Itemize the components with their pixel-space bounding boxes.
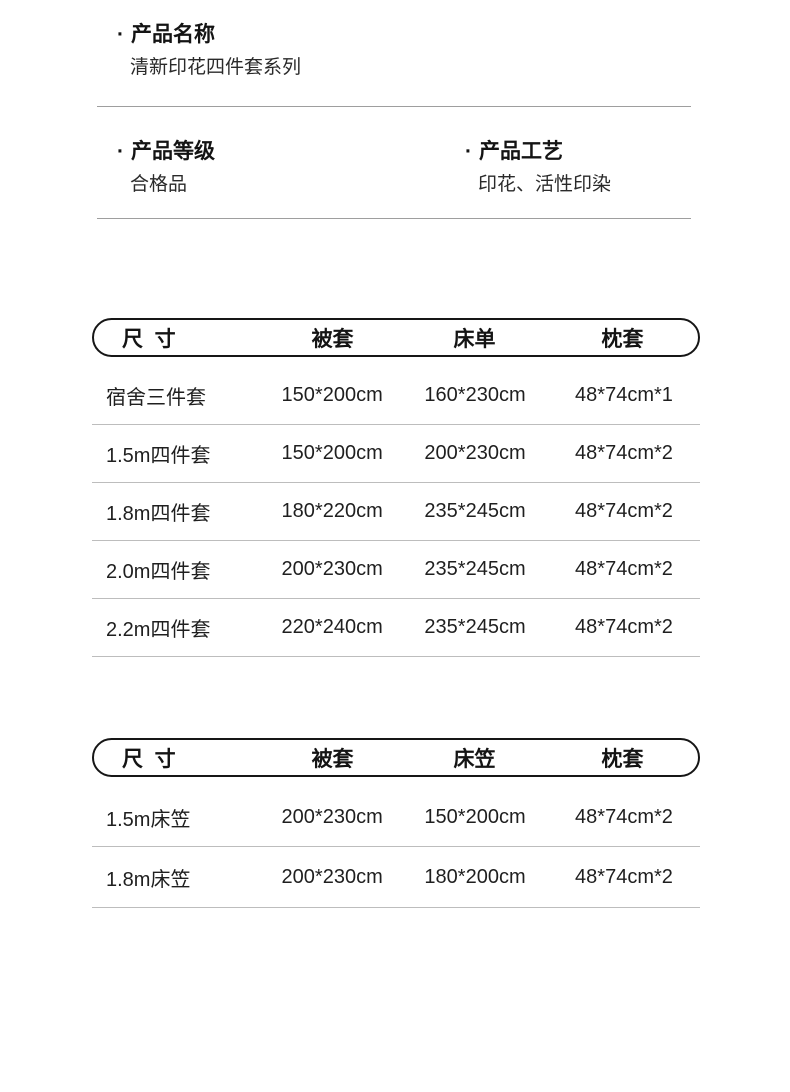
cell-duvet-cover: 220*240cm bbox=[281, 616, 383, 638]
table-row: 1.5m四件套 150*200cm 200*230cm 48*74cm*2 bbox=[92, 425, 700, 483]
cell-pillowcase: 48*74cm*2 bbox=[575, 442, 673, 464]
bullet-icon: · bbox=[117, 140, 124, 163]
cell-pillowcase: 48*74cm*2 bbox=[575, 500, 673, 522]
cell-size-name: 1.8m四件套 bbox=[106, 503, 211, 525]
cell-duvet-cover: 150*200cm bbox=[281, 442, 383, 464]
product-spec-page: · 产品名称 清新印花四件套系列 · 产品等级 合格品 · 产品工艺 印花、活性… bbox=[92, 0, 700, 908]
table-row: 1.8m四件套 180*220cm 235*245cm 48*74cm*2 bbox=[92, 483, 700, 541]
cell-pillowcase: 48*74cm*2 bbox=[575, 616, 673, 638]
section-divider bbox=[97, 218, 691, 219]
product-grade-section: · 产品等级 合格品 bbox=[92, 138, 440, 197]
cell-bed-sheet: 235*245cm bbox=[424, 500, 526, 522]
col-header-duvet-cover: 被套 bbox=[311, 327, 354, 351]
cell-duvet-cover: 200*230cm bbox=[281, 806, 383, 828]
cell-bed-sheet: 235*245cm bbox=[424, 616, 526, 638]
product-craft-label: 产品工艺 bbox=[479, 140, 563, 163]
product-name-section: · 产品名称 清新印花四件套系列 bbox=[92, 21, 700, 80]
table-row: 宿舍三件套 150*200cm 160*230cm 48*74cm*1 bbox=[92, 357, 700, 425]
cell-fitted-sheet: 180*200cm bbox=[424, 865, 526, 888]
product-grade-value: 合格品 bbox=[130, 174, 188, 195]
product-name-label: 产品名称 bbox=[131, 23, 215, 46]
col-header-size: 尺 寸 bbox=[122, 327, 176, 351]
cell-fitted-sheet: 150*200cm bbox=[424, 806, 526, 828]
cell-size-name: 2.0m四件套 bbox=[106, 561, 211, 583]
product-craft-value: 印花、活性印染 bbox=[478, 174, 612, 195]
table-row: 2.2m四件套 220*240cm 235*245cm 48*74cm*2 bbox=[92, 599, 700, 657]
col-header-bed-sheet: 床单 bbox=[453, 327, 496, 351]
cell-pillowcase: 48*74cm*2 bbox=[575, 865, 673, 888]
size-table-fitted: 尺 寸 被套 床笠 枕套 1.5m床笠 200*230cm 150*200cm … bbox=[92, 738, 700, 908]
col-header-size: 尺 寸 bbox=[122, 747, 176, 771]
bullet-icon: · bbox=[117, 23, 124, 46]
cell-size-name: 1.8m床笠 bbox=[106, 868, 191, 891]
table-row: 1.5m床笠 200*230cm 150*200cm 48*74cm*2 bbox=[92, 777, 700, 847]
table-row: 1.8m床笠 200*230cm 180*200cm 48*74cm*2 bbox=[92, 847, 700, 908]
cell-duvet-cover: 200*230cm bbox=[281, 558, 383, 580]
col-header-fitted-sheet: 床笠 bbox=[453, 747, 496, 771]
table-row: 2.0m四件套 200*230cm 235*245cm 48*74cm*2 bbox=[92, 541, 700, 599]
cell-bed-sheet: 235*245cm bbox=[424, 558, 526, 580]
cell-size-name: 2.2m四件套 bbox=[106, 619, 211, 641]
product-grade-heading: · 产品等级 bbox=[92, 138, 440, 166]
col-header-pillowcase: 枕套 bbox=[601, 327, 644, 351]
product-grade-label: 产品等级 bbox=[131, 140, 215, 163]
product-craft-heading: · 产品工艺 bbox=[440, 138, 700, 166]
cell-pillowcase: 48*74cm*2 bbox=[575, 806, 673, 828]
size-table-sets-header: 尺 寸 被套 床单 枕套 bbox=[92, 318, 700, 357]
product-craft-section: · 产品工艺 印花、活性印染 bbox=[440, 138, 700, 197]
cell-pillowcase: 48*74cm*1 bbox=[575, 384, 673, 406]
product-name-heading: · 产品名称 bbox=[92, 21, 700, 49]
cell-bed-sheet: 160*230cm bbox=[424, 384, 526, 406]
bullet-icon: · bbox=[465, 140, 472, 163]
size-table-sets: 尺 寸 被套 床单 枕套 宿舍三件套 150*200cm 160*230cm 4… bbox=[92, 318, 700, 657]
size-table-fitted-header: 尺 寸 被套 床笠 枕套 bbox=[92, 738, 700, 777]
col-header-duvet-cover: 被套 bbox=[311, 747, 354, 771]
section-divider bbox=[97, 106, 691, 107]
cell-duvet-cover: 200*230cm bbox=[281, 865, 383, 888]
cell-size-name: 1.5m四件套 bbox=[106, 445, 211, 467]
product-name-value: 清新印花四件套系列 bbox=[130, 57, 302, 78]
cell-size-name: 宿舍三件套 bbox=[106, 387, 206, 409]
grade-craft-section: · 产品等级 合格品 · 产品工艺 印花、活性印染 bbox=[92, 138, 700, 197]
cell-size-name: 1.5m床笠 bbox=[106, 809, 191, 831]
cell-bed-sheet: 200*230cm bbox=[424, 442, 526, 464]
cell-duvet-cover: 150*200cm bbox=[281, 384, 383, 406]
col-header-pillowcase: 枕套 bbox=[601, 747, 644, 771]
cell-pillowcase: 48*74cm*2 bbox=[575, 558, 673, 580]
cell-duvet-cover: 180*220cm bbox=[281, 500, 383, 522]
